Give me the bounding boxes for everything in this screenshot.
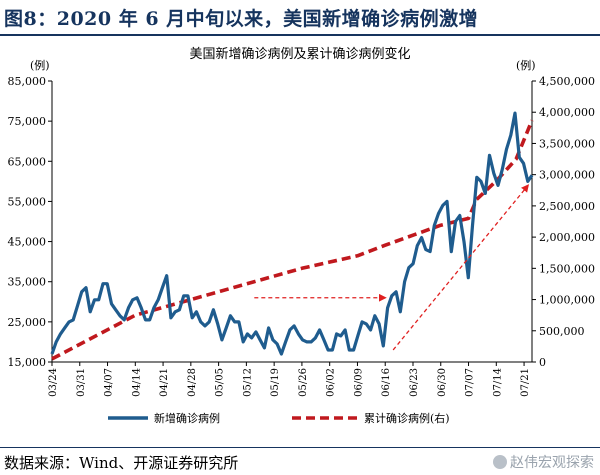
- y-tick-label: 15,000: [8, 356, 47, 369]
- chart: 美国新增确诊病例及累计确诊病例变化 (例) (例) 85,000 75,000 65…: [8, 46, 595, 425]
- x-tick-label: 04/28: [187, 368, 198, 397]
- x-tick-label: 03/31: [76, 368, 87, 397]
- y2-tick-label: 1,000,000: [539, 294, 595, 307]
- x-tick-label: 06/23: [409, 368, 420, 397]
- annotation-arrow-up-right: [392, 184, 530, 351]
- y-tick-label: 45,000: [8, 236, 47, 249]
- y2-axis-label: (例): [516, 58, 536, 72]
- cumulative-series-layer: [51, 119, 534, 361]
- legend: 新增确诊病例 累计确诊病例(右): [108, 411, 450, 425]
- y-tick-label: 75,000: [8, 115, 47, 128]
- y2-tick-label: 4,000,000: [539, 106, 595, 119]
- x-tick-label: 04/07: [104, 368, 115, 397]
- x-tick-label: 06/30: [437, 368, 448, 397]
- x-tick-label: 07/07: [465, 368, 476, 397]
- y-axis-label: (例): [30, 58, 50, 72]
- x-tick-label: 03/24: [48, 368, 59, 397]
- y2-tick-label: 500,000: [539, 325, 585, 338]
- y2-tick-label: 3,000,000: [539, 169, 595, 182]
- y2-tick-label: 2,000,000: [539, 231, 595, 244]
- y-tick-label: 85,000: [8, 75, 47, 88]
- watermark-text: 赵伟宏观探索: [510, 455, 594, 471]
- y2-tick-label: 1,500,000: [539, 262, 595, 275]
- y2-tick-label: 3,500,000: [539, 137, 595, 150]
- footer-rule: [0, 447, 600, 448]
- x-tick-label: 05/19: [270, 368, 281, 397]
- x-tick-label: 04/14: [131, 368, 142, 397]
- x-tick-label: 05/05: [215, 368, 226, 397]
- y2-tick-label: 4,500,000: [539, 75, 595, 88]
- figure-title: 图8：2020 年 6 月中旬以来，美国新增确诊病例激增: [4, 8, 479, 30]
- y-tick-label: 35,000: [8, 276, 47, 289]
- x-tick-label: 06/02: [326, 368, 337, 397]
- y2-tick-label: 0: [539, 356, 546, 369]
- y2-tick-label: 2,500,000: [539, 200, 595, 213]
- wechat-icon: [493, 455, 507, 469]
- series-line-new-cases: [50, 111, 534, 356]
- x-tick-label: 05/12: [242, 368, 253, 397]
- axes-layer: 85,000 75,000 65,000 55,000 45,000 35,000 25,0…: [8, 75, 595, 397]
- x-tick-label: 04/21: [159, 368, 170, 397]
- title-rule: [0, 34, 600, 36]
- x-tick-label: 05/26: [298, 368, 309, 397]
- x-tick-label: 07/21: [520, 368, 531, 397]
- watermark: 赵伟宏观探索: [493, 452, 594, 472]
- y-tick-label: 25,000: [8, 316, 47, 329]
- legend-label-cumulative: 累计确诊病例(右): [364, 411, 450, 425]
- series-line-cumulative: [51, 119, 534, 361]
- annotation-layer: [254, 184, 530, 351]
- new-cases-series-layer: [50, 111, 534, 356]
- x-tick-label: 07/14: [492, 368, 503, 397]
- x-tick-label: 06/09: [353, 368, 364, 397]
- x-tick-label: 06/16: [381, 368, 392, 397]
- y-tick-label: 55,000: [8, 195, 47, 208]
- legend-label-new-cases: 新增确诊病例: [154, 411, 220, 425]
- source-note: 数据来源：Wind、开源证券研究所: [4, 454, 239, 472]
- y-tick-label: 65,000: [8, 155, 47, 168]
- chart-title: 美国新增确诊病例及累计确诊病例变化: [189, 46, 410, 62]
